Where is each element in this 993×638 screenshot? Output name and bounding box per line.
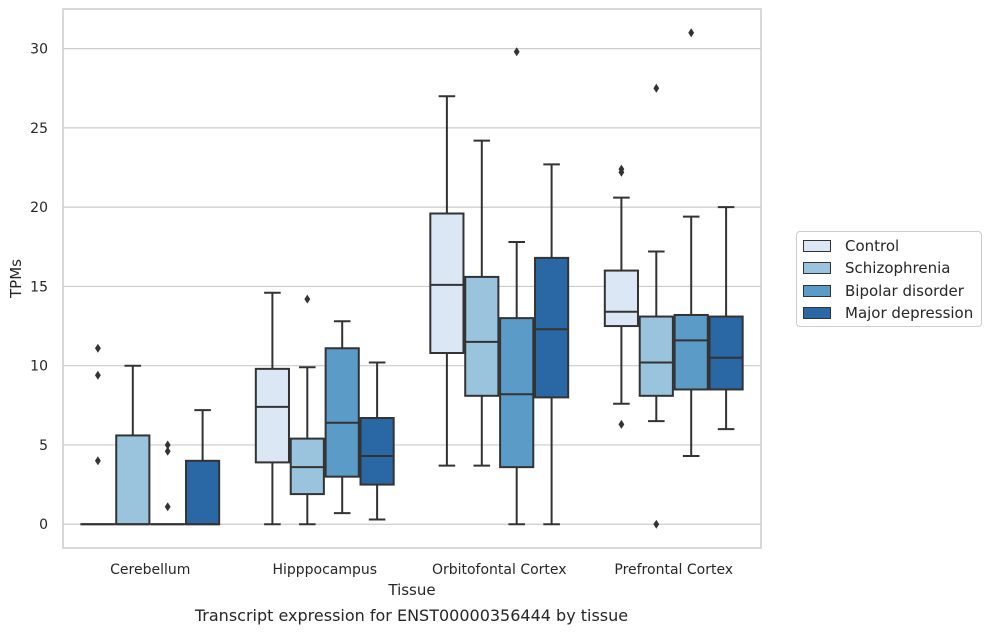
legend-item-control: Control [803, 237, 899, 255]
outlier-point [95, 371, 101, 380]
y-tick-label: 25 [30, 121, 48, 137]
y-tick-label: 10 [30, 359, 48, 375]
box-body [361, 418, 394, 485]
legend-item-schizophrenia: Schizophrenia [803, 259, 950, 277]
outlier-point [653, 84, 659, 93]
x-axis-label: Tissue [387, 581, 435, 599]
y-tick-label: 0 [39, 517, 48, 533]
box-body [535, 258, 568, 398]
box-body [430, 214, 463, 354]
chart-caption: Transcript expression for ENST0000035644… [0, 606, 823, 625]
x-tick-label: Cerebellum [110, 562, 190, 578]
y-tick-label: 15 [30, 279, 48, 295]
box-body [500, 318, 533, 467]
legend-swatch-bipolar [803, 285, 831, 297]
box-body [465, 277, 498, 396]
box-body [675, 315, 708, 390]
legend-swatch-depression [803, 307, 831, 319]
legend-swatch-schizophrenia [803, 262, 831, 274]
legend-label-control: Control [845, 237, 899, 255]
box-2-2 [500, 47, 533, 524]
x-tick-label: Orbitofontal Cortex [432, 562, 567, 578]
outlier-point [653, 520, 659, 529]
x-tick-label: Hipppocampus [272, 562, 377, 578]
y-tick-label: 20 [30, 200, 48, 216]
legend-label-bipolar: Bipolar disorder [845, 282, 964, 300]
box-3-2 [535, 164, 568, 524]
legend: Control Schizophrenia Bipolar disorder M… [796, 231, 982, 327]
box-0-2 [430, 96, 463, 465]
box-body [116, 435, 149, 524]
box-0-0 [81, 344, 114, 524]
box-2-1 [326, 321, 359, 513]
box-3-1 [361, 363, 394, 520]
outlier-point [165, 440, 171, 449]
box-body [326, 348, 359, 476]
box-3-3 [710, 207, 743, 429]
box-body [605, 271, 638, 326]
box-1-0 [116, 366, 149, 525]
box-2-3 [675, 28, 708, 456]
outlier-point [165, 502, 171, 511]
outlier-point [688, 28, 694, 37]
legend-item-bipolar: Bipolar disorder [803, 282, 964, 300]
y-tick-label: 30 [30, 42, 48, 58]
box-body [256, 369, 289, 463]
box-0-1 [256, 293, 289, 524]
box-1-2 [465, 141, 498, 466]
box-1-1 [291, 295, 324, 525]
outlier-point [618, 420, 624, 429]
x-tick-label: Prefrontal Cortex [614, 562, 733, 578]
outlier-point [95, 456, 101, 465]
legend-label-depression: Major depression [845, 304, 973, 322]
box-body [640, 317, 673, 396]
legend-swatch-control [803, 240, 831, 252]
box-body [710, 317, 743, 390]
y-axis-label: TPMs [7, 259, 25, 299]
box-1-3 [640, 84, 673, 529]
y-tick-label: 5 [39, 438, 48, 454]
legend-label-schizophrenia: Schizophrenia [845, 259, 950, 277]
box-body [186, 461, 219, 524]
box-2-0 [151, 440, 184, 524]
box-3-0 [186, 410, 219, 524]
box-0-3 [605, 165, 638, 429]
legend-item-depression: Major depression [803, 304, 973, 322]
outlier-point [304, 295, 310, 304]
outlier-point [95, 344, 101, 353]
